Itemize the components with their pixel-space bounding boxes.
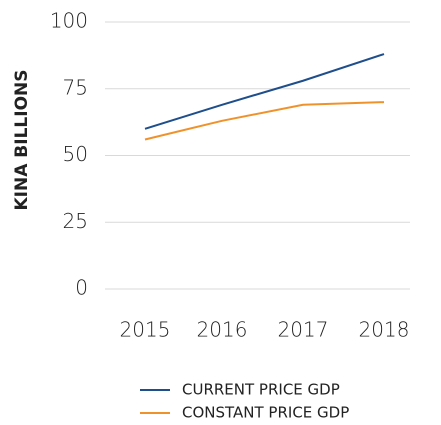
y-tick-label: 50 [63, 142, 88, 166]
x-tick-label: 2016 [197, 318, 248, 342]
y-tick-label: 25 [63, 209, 88, 233]
x-tick-label: 2017 [278, 318, 329, 342]
line [144, 101, 385, 141]
line [144, 53, 385, 130]
y-tick-label: 100 [50, 9, 88, 33]
y-axis-label: KINA BILLIONS [12, 70, 32, 211]
legend-label: CURRENT PRICE GDP [182, 381, 340, 399]
legend-label: CONSTANT PRICE GDP [182, 404, 349, 422]
x-tick-label: 2015 [120, 318, 171, 342]
y-tick-label: 0 [75, 276, 88, 300]
x-tick-label: 2018 [359, 318, 410, 342]
y-tick-label: 75 [63, 75, 88, 99]
